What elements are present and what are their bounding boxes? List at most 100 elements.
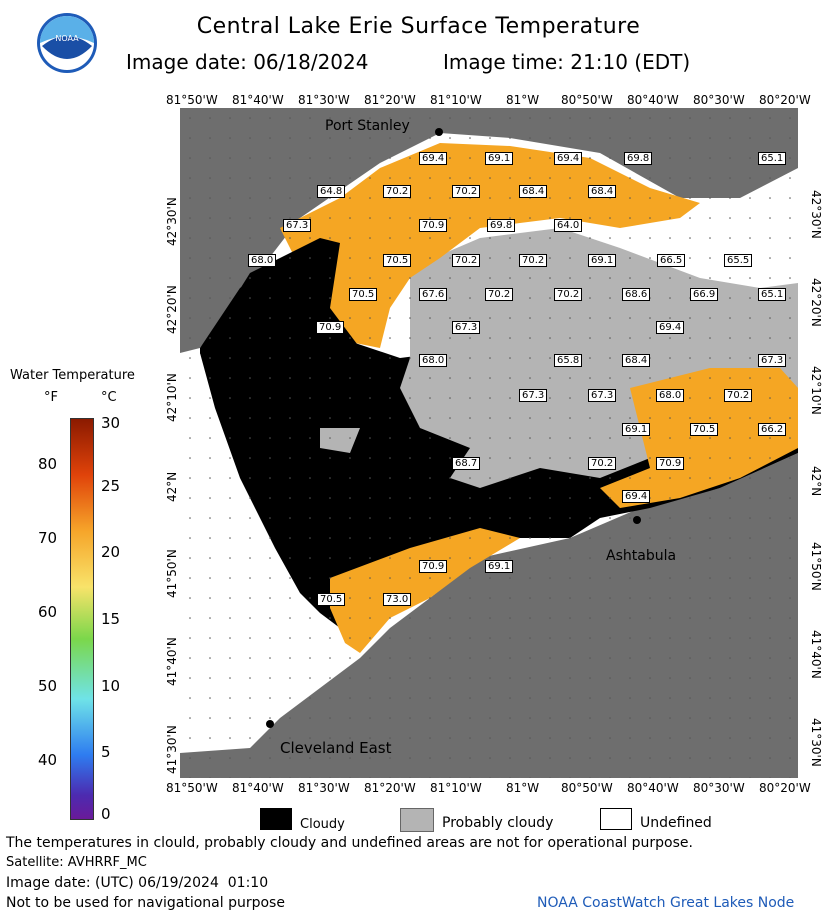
scale-c-tick: 10 bbox=[101, 677, 121, 695]
scale-title: Water Temperature bbox=[10, 368, 135, 383]
scale-f-tick: 40 bbox=[38, 751, 58, 769]
footer-satellite: Satellite: AVHRRF_MC bbox=[6, 855, 147, 870]
temp-label: 67.3 bbox=[588, 389, 617, 402]
legend-probably-cloudy: Probably cloudy bbox=[442, 815, 554, 831]
noaa-logo: NOAA bbox=[36, 12, 98, 74]
footer-utc-date: Image date: (UTC) 06/19/2024 01:10 bbox=[6, 875, 269, 891]
temp-label: 70.2 bbox=[519, 254, 548, 267]
legend-swatch-probably-cloudy bbox=[400, 808, 434, 832]
temperature-colorbar bbox=[70, 418, 94, 820]
temp-label: 69.1 bbox=[485, 152, 514, 165]
temp-label: 66.2 bbox=[758, 423, 787, 436]
scale-f-tick: 70 bbox=[38, 529, 58, 547]
lon-label-top: 80°30'W bbox=[693, 93, 745, 107]
temp-label: 64.0 bbox=[554, 219, 583, 232]
scale-unit-f: °F bbox=[44, 390, 58, 405]
temp-label: 67.6 bbox=[419, 288, 448, 301]
lat-label-left: 41°50'N bbox=[165, 549, 179, 598]
port-stanley-marker bbox=[435, 128, 443, 136]
lat-label-right: 41°50'N bbox=[809, 542, 823, 591]
temp-label: 67.3 bbox=[758, 354, 787, 367]
temp-label: 70.2 bbox=[452, 185, 481, 198]
map-title: Central Lake Erie Surface Temperature bbox=[196, 14, 641, 39]
temp-label: 69.4 bbox=[554, 152, 583, 165]
place-cleveland-east: Cleveland East bbox=[280, 739, 392, 757]
temp-label: 70.2 bbox=[588, 457, 617, 470]
lon-label-top: 81°30'W bbox=[298, 93, 350, 107]
temp-label: 70.9 bbox=[656, 457, 685, 470]
temp-label: 68.0 bbox=[656, 389, 685, 402]
lat-label-right: 41°40'N bbox=[809, 630, 823, 679]
lon-label-bottom: 81°30'W bbox=[298, 781, 350, 795]
temp-label: 70.5 bbox=[383, 254, 412, 267]
lat-label-left: 42°20'N bbox=[165, 285, 179, 334]
lat-label-left: 42°30'N bbox=[165, 197, 179, 246]
lon-label-top: 81°40'W bbox=[232, 93, 284, 107]
temp-label: 70.5 bbox=[317, 593, 346, 606]
lon-label-bottom: 80°30'W bbox=[693, 781, 745, 795]
lon-label-top: 80°40'W bbox=[627, 93, 679, 107]
legend-undefined: Undefined bbox=[640, 815, 712, 831]
temp-label: 67.3 bbox=[519, 389, 548, 402]
temp-label: 70.9 bbox=[419, 560, 448, 573]
temp-label: 67.3 bbox=[283, 219, 312, 232]
temp-label: 67.3 bbox=[452, 321, 481, 334]
temp-label: 69.8 bbox=[487, 219, 516, 232]
lon-label-bottom: 80°40'W bbox=[627, 781, 679, 795]
temp-label: 70.5 bbox=[690, 423, 719, 436]
lat-label-right: 42°20'N bbox=[809, 278, 823, 327]
lat-label-right: 42°10'N bbox=[809, 366, 823, 415]
place-ashtabula: Ashtabula bbox=[606, 548, 677, 564]
temp-label: 69.4 bbox=[622, 490, 651, 503]
temp-label: 70.2 bbox=[554, 288, 583, 301]
lon-label-bottom: 81°W bbox=[506, 781, 540, 795]
scale-c-tick: 25 bbox=[101, 477, 121, 495]
temp-label: 70.2 bbox=[724, 389, 753, 402]
footer-credit: NOAA CoastWatch Great Lakes Node bbox=[537, 895, 795, 911]
scale-unit-c: °C bbox=[101, 390, 117, 405]
scale-c-tick: 20 bbox=[101, 543, 121, 561]
image-date: Image date: 06/18/2024 bbox=[126, 50, 369, 74]
ashtabula-marker bbox=[633, 516, 641, 524]
lon-label-top: 80°20'W bbox=[759, 93, 811, 107]
footer-note: The temperatures in clould, probably clo… bbox=[6, 835, 693, 851]
lon-label-top: 80°50'W bbox=[561, 93, 613, 107]
temp-label: 69.4 bbox=[656, 321, 685, 334]
temp-label: 69.1 bbox=[588, 254, 617, 267]
temp-label: 65.1 bbox=[758, 152, 787, 165]
legend-swatch-undefined bbox=[600, 808, 632, 830]
cleveland-east-marker bbox=[266, 720, 274, 728]
lon-label-bottom: 81°10'W bbox=[430, 781, 482, 795]
temp-label: 66.9 bbox=[690, 288, 719, 301]
lon-label-top: 81°50'W bbox=[166, 93, 218, 107]
temp-label: 68.0 bbox=[248, 254, 277, 267]
temp-label: 68.4 bbox=[519, 185, 548, 198]
temp-label: 70.9 bbox=[316, 321, 345, 334]
lon-label-bottom: 81°50'W bbox=[166, 781, 218, 795]
temp-label: 65.1 bbox=[758, 288, 787, 301]
temp-label: 70.2 bbox=[452, 254, 481, 267]
temp-label: 73.0 bbox=[383, 593, 412, 606]
svg-text:NOAA: NOAA bbox=[55, 34, 79, 43]
temp-label: 69.1 bbox=[622, 423, 651, 436]
scale-c-tick: 5 bbox=[101, 743, 111, 761]
lat-label-left: 42°10'N bbox=[165, 373, 179, 422]
lon-label-bottom: 80°20'W bbox=[759, 781, 811, 795]
temp-label: 68.6 bbox=[622, 288, 651, 301]
temp-label: 66.5 bbox=[657, 254, 686, 267]
temp-label: 69.8 bbox=[624, 152, 653, 165]
image-time: Image time: 21:10 (EDT) bbox=[443, 50, 691, 74]
scale-f-tick: 60 bbox=[38, 603, 58, 621]
temp-label: 65.5 bbox=[724, 254, 753, 267]
temp-label: 70.2 bbox=[485, 288, 514, 301]
temp-label: 70.5 bbox=[349, 288, 378, 301]
scale-c-tick: 30 bbox=[101, 414, 121, 432]
legend-swatch-cloudy bbox=[260, 808, 292, 830]
scale-c-tick: 0 bbox=[101, 805, 111, 823]
temp-label: 70.2 bbox=[383, 185, 412, 198]
lat-label-right: 42°30'N bbox=[809, 190, 823, 239]
lon-label-bottom: 81°20'W bbox=[364, 781, 416, 795]
lon-label-top: 81°W bbox=[506, 93, 540, 107]
legend-cloudy: Cloudy bbox=[300, 817, 345, 832]
lat-label-left: 42°N bbox=[165, 471, 179, 502]
